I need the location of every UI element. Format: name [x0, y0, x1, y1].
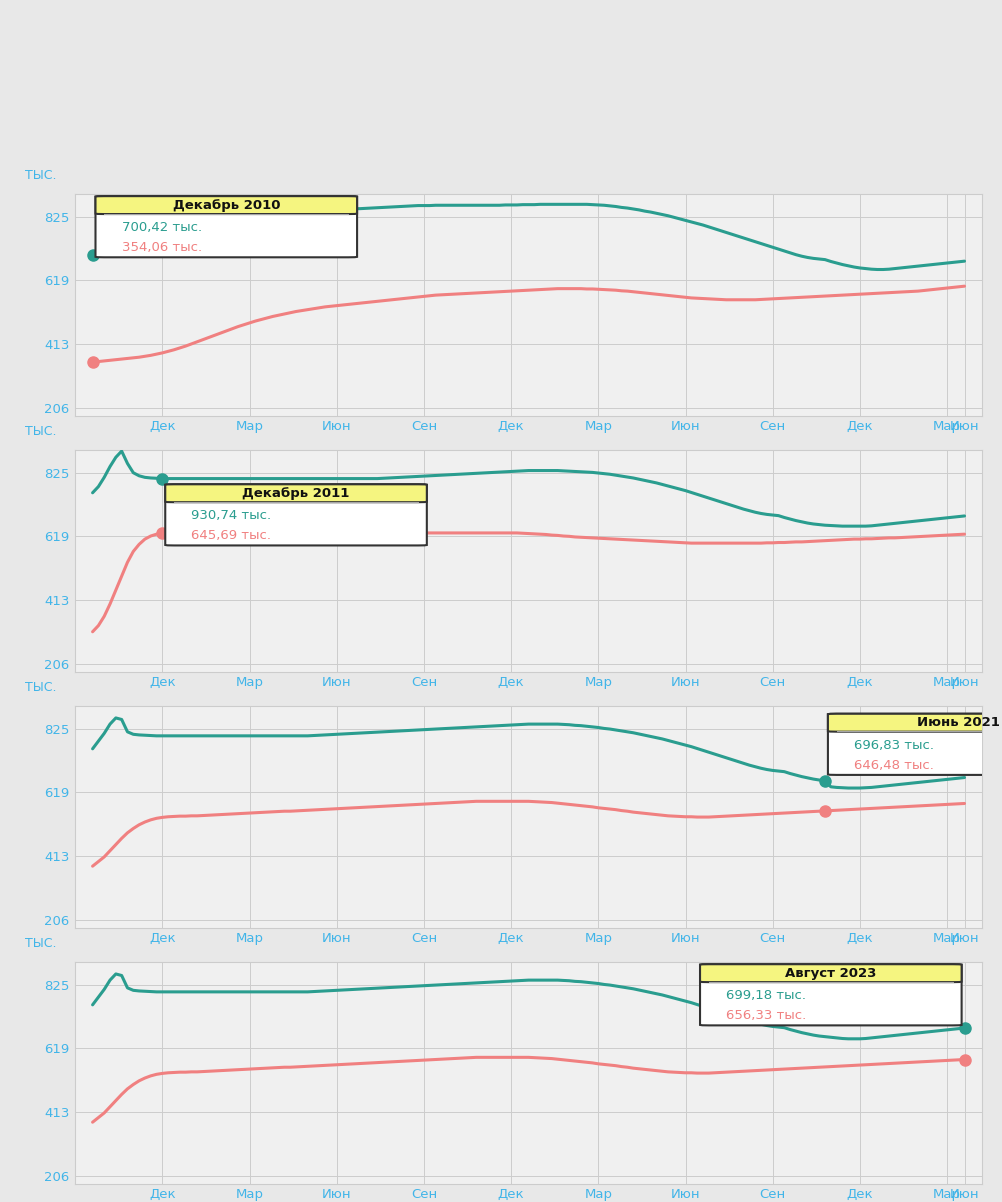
Text: 2023: 2023	[928, 784, 967, 797]
Text: 2019: 2019	[666, 1039, 704, 1053]
Text: 645,69 тыс.: 645,69 тыс.	[191, 529, 272, 542]
Text: 700,42 тыс.: 700,42 тыс.	[121, 221, 201, 234]
Text: 656,33 тыс.: 656,33 тыс.	[726, 1010, 807, 1022]
FancyBboxPatch shape	[700, 964, 962, 982]
Text: 2019: 2019	[666, 784, 704, 797]
Text: 930,74 тыс.: 930,74 тыс.	[191, 510, 272, 522]
Text: Декабрь 2011: Декабрь 2011	[242, 487, 350, 500]
FancyBboxPatch shape	[165, 484, 427, 502]
Text: 2011: 2011	[143, 526, 181, 541]
Text: ТЫС.: ТЫС.	[25, 169, 57, 183]
Text: 2011: 2011	[143, 784, 181, 797]
FancyBboxPatch shape	[828, 714, 1002, 732]
Text: 2011: 2011	[143, 1039, 181, 1053]
Text: ТЫС.: ТЫС.	[25, 938, 57, 951]
Text: 354,06 тыс.: 354,06 тыс.	[121, 242, 201, 254]
Text: Декабрь 2010: Декабрь 2010	[172, 198, 280, 212]
Text: 699,18 тыс.: 699,18 тыс.	[726, 989, 807, 1002]
Text: 2015: 2015	[405, 526, 443, 541]
Text: 2019: 2019	[666, 526, 704, 541]
FancyBboxPatch shape	[95, 196, 357, 214]
Text: 2015: 2015	[405, 784, 443, 797]
Text: ТЫС.: ТЫС.	[25, 426, 57, 439]
Text: 2015: 2015	[405, 1039, 443, 1053]
FancyBboxPatch shape	[95, 196, 357, 257]
Text: 2023: 2023	[928, 526, 967, 541]
FancyBboxPatch shape	[700, 964, 962, 1025]
FancyBboxPatch shape	[828, 714, 1002, 775]
Text: 2023: 2023	[928, 1039, 967, 1053]
Text: Август 2023: Август 2023	[786, 966, 877, 980]
Text: 696,83 тыс.: 696,83 тыс.	[854, 738, 934, 751]
FancyBboxPatch shape	[165, 484, 427, 546]
Text: ТЫС.: ТЫС.	[25, 682, 57, 695]
Text: Июнь 2021: Июнь 2021	[917, 716, 1000, 730]
Text: 646,48 тыс.: 646,48 тыс.	[854, 758, 934, 772]
